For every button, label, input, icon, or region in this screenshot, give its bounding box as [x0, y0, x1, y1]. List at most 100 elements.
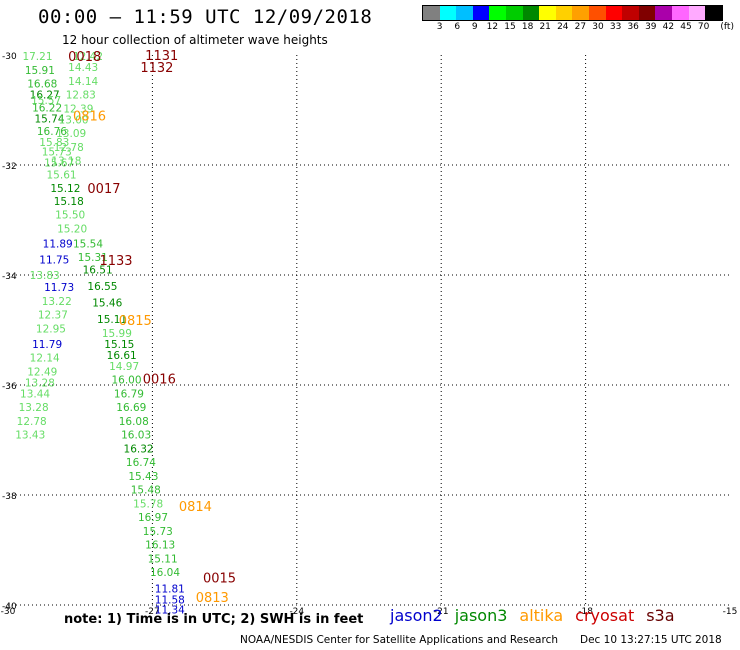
- wave-height-label: 12.39: [63, 103, 93, 115]
- wave-height-label: 13.22: [42, 296, 72, 308]
- time-label: 0015: [203, 572, 236, 587]
- color-swatch: [605, 6, 623, 20]
- wave-height-label: 13.83: [30, 270, 60, 282]
- wave-height-label: 16.55: [87, 281, 117, 293]
- wave-height-label: 15.73: [42, 146, 72, 158]
- color-scale-label: 21: [539, 22, 551, 32]
- y-tick-label: -36: [2, 382, 17, 392]
- wave-height-label: 12.78: [17, 416, 47, 428]
- wave-height-label: 16.76: [37, 126, 67, 138]
- wave-height-label: 15.43: [128, 471, 158, 483]
- time-label: 0813: [196, 591, 229, 606]
- satellite-legend-item: jason2: [390, 606, 443, 625]
- y-tick-label: -40: [2, 602, 17, 612]
- wave-height-label: 11.58: [155, 595, 185, 607]
- wave-height-label: 15.11: [148, 553, 178, 565]
- color-scale-bar: [422, 5, 723, 21]
- wave-height-label: 16.74: [126, 457, 156, 469]
- x-tick-label: -21: [434, 607, 449, 617]
- wave-height-label: 12.37: [38, 310, 68, 322]
- footer-timestamp: Dec 10 13:27:15 UTC 2018: [580, 634, 722, 646]
- wave-height-label: 15.18: [54, 196, 84, 208]
- wave-height-label: 15.50: [55, 210, 85, 222]
- y-tick-label: -38: [2, 492, 17, 502]
- x-tick-label: -30: [1, 607, 16, 617]
- wave-height-label: 14.14: [68, 76, 98, 88]
- footnote: note: 1) Time is in UTC; 2) SWH is in fe…: [64, 612, 364, 627]
- wave-height-label: 15.78: [133, 498, 163, 510]
- color-swatch: [505, 6, 523, 20]
- color-swatch: [688, 6, 706, 20]
- time-label: 1131: [145, 49, 178, 64]
- wave-height-label: 13.28: [25, 377, 55, 389]
- wave-height-label: 11.79: [32, 339, 62, 351]
- wave-height-label: 15.99: [102, 328, 132, 340]
- wave-height-label: 15.91: [25, 65, 55, 77]
- wave-height-label: 15.61: [47, 169, 77, 181]
- time-label: 0016: [143, 372, 176, 387]
- color-swatch: [423, 6, 440, 20]
- color-swatch: [588, 6, 606, 20]
- wave-height-label: 13.18: [51, 156, 81, 168]
- color-scale-label: 27: [574, 22, 587, 32]
- wave-height-label: 16.13: [145, 540, 175, 552]
- wave-height-label: 15.46: [92, 298, 122, 310]
- y-tick-label: -34: [2, 272, 17, 282]
- color-swatch: [439, 6, 457, 20]
- wave-height-label: 15.12: [50, 183, 80, 195]
- time-label: 0017: [87, 182, 120, 197]
- wave-height-label: 12.78: [54, 142, 84, 154]
- color-scale-label: 45: [680, 22, 692, 32]
- satellite-legend-item: s3a: [646, 606, 675, 625]
- color-scale-label: 70: [697, 22, 710, 32]
- wave-height-label: 15.15: [104, 339, 134, 351]
- wave-height-label: 11.34: [155, 604, 185, 616]
- color-swatch: [655, 6, 672, 20]
- color-scale-label: 15: [504, 22, 516, 32]
- wave-height-label: 16.68: [27, 79, 57, 91]
- satellite-legend-item: cryosat: [575, 606, 635, 625]
- wave-height-label: 11.81: [155, 584, 185, 596]
- color-swatch: [539, 6, 556, 20]
- wave-height-label: 16.27: [30, 90, 60, 102]
- wave-height-label: 15.57: [31, 95, 61, 107]
- wave-height-label: 11.89: [43, 239, 73, 251]
- wave-height-label: 17.21: [22, 51, 52, 63]
- wave-height-label: 12.42: [73, 51, 103, 63]
- color-scale-label: 6: [454, 22, 461, 32]
- color-scale-label: 33: [609, 22, 622, 32]
- color-swatch: [555, 6, 573, 20]
- color-swatch: [572, 6, 589, 20]
- y-tick-label: -30: [2, 52, 17, 62]
- color-scale-label: 30: [592, 22, 604, 32]
- time-label: 0814: [179, 500, 212, 515]
- color-scale-label: (ft): [720, 22, 734, 32]
- time-label: 0018: [68, 50, 101, 65]
- wave-height-label: 14.97: [109, 361, 139, 373]
- wave-height-label: 16.22: [32, 102, 62, 114]
- wave-height-label: 16.32: [124, 443, 154, 455]
- color-scale-label: 3: [436, 22, 443, 32]
- color-swatch: [522, 6, 540, 20]
- color-scale-label: 24: [557, 22, 569, 32]
- wave-height-label: 16.61: [107, 350, 137, 362]
- wave-height-label: 11.75: [39, 255, 69, 267]
- x-tick-label: -15: [723, 607, 738, 617]
- wave-height-label: 15.20: [57, 223, 87, 235]
- color-scale-label: 36: [627, 22, 639, 32]
- wave-height-label: 16.03: [121, 430, 151, 442]
- wave-height-label: 14.43: [68, 62, 98, 74]
- time-label: 1133: [99, 254, 132, 269]
- wave-height-label: 16.79: [114, 388, 144, 400]
- color-swatch: [671, 6, 689, 20]
- color-scale-label: 18: [521, 22, 534, 32]
- wave-height-label: 15.31: [78, 252, 108, 264]
- wave-height-label: 15.74: [34, 113, 64, 125]
- wave-height-label: 13.43: [15, 430, 45, 442]
- wave-height-label: 15.73: [143, 526, 173, 538]
- y-tick-label: -32: [2, 162, 17, 172]
- wave-height-label: 13.00: [59, 114, 89, 126]
- wave-height-label: 15.48: [131, 485, 161, 497]
- chart-subtitle: 12 hour collection of altimeter wave hei…: [62, 33, 328, 47]
